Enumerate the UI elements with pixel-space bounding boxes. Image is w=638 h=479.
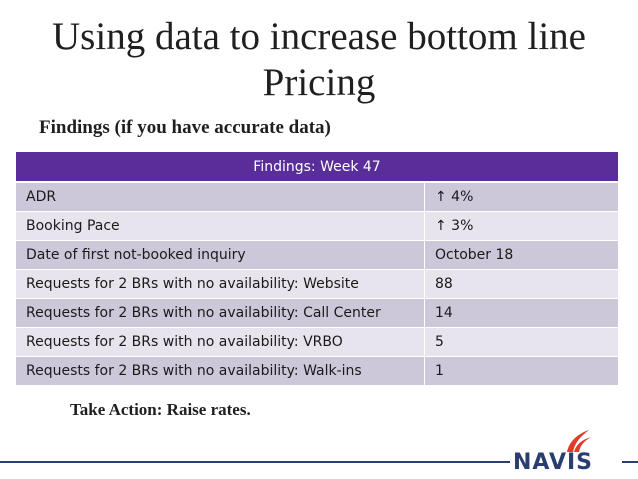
table-header-row: Findings: Week 47 (16, 152, 618, 183)
row-label: Requests for 2 BRs with no availability:… (16, 327, 425, 357)
navis-logo: NAVIS (513, 428, 621, 476)
row-value: 88 (424, 269, 618, 299)
row-value: October 18 (424, 240, 618, 270)
table-row: Requests for 2 BRs with no availability:… (16, 327, 618, 357)
findings-table: Findings: Week 47 ADR ↑ 4% Booking Pace … (16, 152, 618, 386)
table-row: Booking Pace ↑ 3% (16, 211, 618, 241)
row-value: 1 (424, 356, 618, 386)
row-value: ↑ 3% (424, 211, 618, 241)
table-header: Findings: Week 47 (16, 152, 618, 183)
row-label: Date of first not-booked inquiry (16, 240, 425, 270)
table-row: ADR ↑ 4% (16, 181, 618, 212)
footer-divider (0, 461, 510, 463)
findings-label: Findings (if you have accurate data) (39, 117, 331, 138)
row-label: ADR (16, 181, 425, 212)
title-line-1: Using data to increase bottom line (52, 15, 586, 58)
title-line-2: Pricing (262, 61, 376, 104)
navis-flame-logo-icon (567, 430, 591, 452)
row-label: Requests for 2 BRs with no availability:… (16, 356, 425, 386)
row-label: Booking Pace (16, 211, 425, 241)
row-value: 5 (424, 327, 618, 357)
action-text: Take Action: Raise rates. (70, 400, 251, 419)
row-label: Requests for 2 BRs with no availability:… (16, 298, 425, 328)
slide-title: Using data to increase bottom line Prici… (0, 14, 638, 106)
table-row: Requests for 2 BRs with no availability:… (16, 356, 618, 386)
row-label: Requests for 2 BRs with no availability:… (16, 269, 425, 299)
table-row: Requests for 2 BRs with no availability:… (16, 298, 618, 328)
table-row: Requests for 2 BRs with no availability:… (16, 269, 618, 299)
row-value: 14 (424, 298, 618, 328)
row-value: ↑ 4% (424, 181, 618, 212)
footer-divider-right (622, 461, 638, 463)
logo-text: NAVIS (513, 450, 594, 475)
table-row: Date of first not-booked inquiry October… (16, 240, 618, 270)
